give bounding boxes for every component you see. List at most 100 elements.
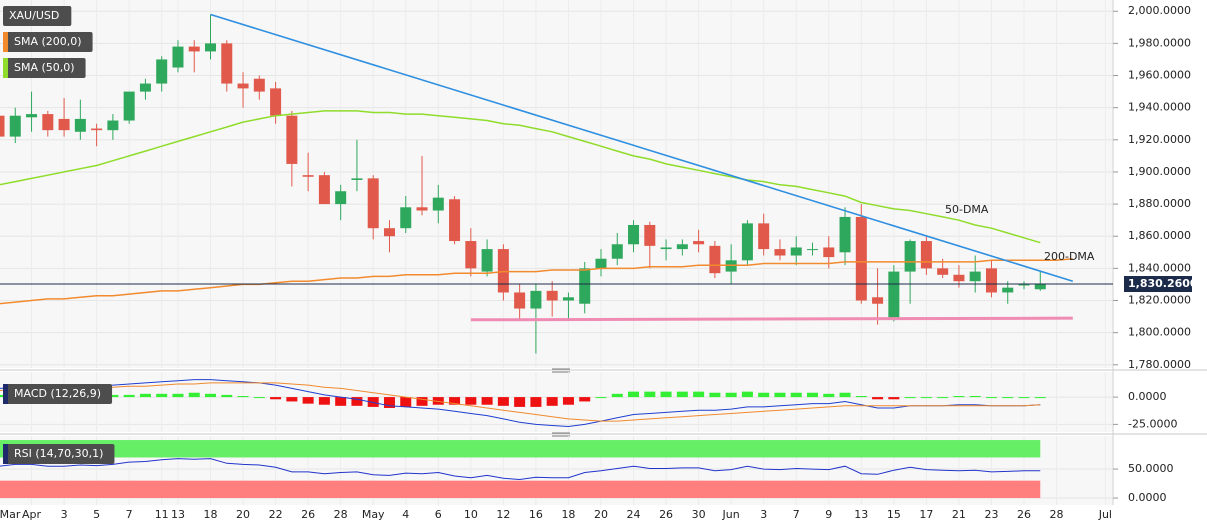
histogram-bar [546, 397, 558, 406]
y-tick-label: 0.0000 [1128, 491, 1167, 504]
candle-body [367, 178, 379, 229]
histogram-bar [221, 394, 233, 398]
candle-body [26, 114, 38, 118]
histogram-bar [937, 397, 949, 399]
x-tick-label: 28 [334, 508, 348, 521]
last-price-label: 1,830.2600 [1128, 277, 1198, 290]
x-tick-label: 26 [301, 508, 315, 521]
x-tick-label: 13 [171, 508, 185, 521]
x-tick-label: 18 [561, 508, 575, 521]
candle-body [253, 78, 265, 92]
sma-line [0, 110, 1041, 244]
candle-body [383, 228, 395, 237]
legend-label: SMA (200,0) [14, 35, 82, 48]
y-tick-label: 1,860.0000 [1128, 229, 1191, 242]
histogram-bar [888, 397, 900, 400]
x-tick-label: 6 [435, 508, 442, 521]
x-tick-label: 16 [529, 508, 543, 521]
candle-body [156, 59, 168, 84]
candle-body [562, 297, 574, 301]
candle-body [318, 175, 330, 205]
candle-body [953, 274, 965, 282]
histogram-bar [920, 397, 932, 399]
x-tick-label: 11 [155, 508, 169, 521]
candle-body [449, 199, 461, 242]
candle-body [286, 115, 298, 164]
candle-body [628, 224, 640, 245]
candle-body [42, 114, 54, 131]
y-tick-label: 1,940.0000 [1128, 101, 1191, 114]
candle-body [725, 260, 737, 272]
candle-body [790, 247, 802, 256]
histogram-bar [985, 397, 997, 399]
grid [0, 0, 1113, 505]
candle-body [465, 241, 477, 269]
x-tick-label: 7 [126, 508, 133, 521]
histogram-bar [270, 397, 282, 400]
candle-body [497, 249, 509, 293]
candle-body [758, 223, 770, 250]
x-tick-label: 7 [793, 508, 800, 521]
candle-body [920, 241, 932, 269]
candle-body [676, 244, 688, 250]
candle-body [237, 83, 249, 89]
candle-body [888, 271, 900, 320]
histogram-bar [188, 392, 200, 398]
histogram-bar [644, 391, 656, 398]
trend-line [470, 316, 1073, 322]
x-tick-label: May [362, 508, 385, 521]
histogram-bar [449, 397, 461, 405]
x-tick-label: 3 [61, 508, 68, 521]
candle-body [546, 290, 558, 301]
legend-swatch [3, 444, 8, 464]
histogram-bar [774, 392, 786, 398]
x-tick-label: 13 [854, 508, 868, 521]
candle-body [514, 292, 526, 309]
candle-body [481, 249, 493, 272]
candle-body [839, 216, 851, 253]
candle-body [872, 297, 884, 304]
histogram-bar [416, 397, 428, 406]
x-tick-label: 28 [1050, 508, 1064, 521]
y-tick-label: 1,900.0000 [1128, 165, 1191, 178]
legend-box [3, 444, 115, 464]
candle-body [1002, 287, 1014, 293]
histogram-bar [383, 397, 395, 408]
candle-body [123, 91, 135, 121]
histogram-bar [481, 397, 493, 405]
x-tick-label: 26 [659, 508, 673, 521]
candle-body [172, 46, 184, 68]
x-tick-label: Jun [722, 508, 740, 521]
y-tick-label: 1,800.0000 [1128, 326, 1191, 339]
histogram-bar [611, 393, 623, 398]
y-tick-label: 1,780.0000 [1128, 358, 1191, 371]
histogram-bar [953, 396, 965, 398]
histogram-bar [514, 397, 526, 407]
y-tick-label: 1,840.0000 [1128, 261, 1191, 274]
y-tick-label: 1,980.0000 [1128, 36, 1191, 49]
histogram-bar [172, 393, 184, 398]
histogram-bar [676, 391, 688, 398]
candle-body [530, 290, 542, 309]
x-tick-label: 12 [496, 508, 510, 521]
legend-swatch [3, 32, 8, 52]
legend-label: RSI (14,70,30,1) [14, 447, 103, 460]
histogram-bar [628, 391, 640, 398]
histogram-bar [725, 392, 737, 398]
histogram-bar [318, 397, 330, 405]
histogram-bar [579, 397, 591, 402]
candle-body [221, 43, 233, 84]
candle-body [595, 258, 607, 269]
histogram-bar [823, 393, 835, 398]
histogram-bar [1034, 397, 1046, 399]
x-tick-label: 21 [952, 508, 966, 521]
y-tick-label: 2,000.0000 [1128, 4, 1191, 17]
candle-body [0, 115, 5, 137]
candle-body [139, 83, 151, 92]
candle-body [188, 46, 200, 52]
candle-body [741, 223, 753, 261]
candle-body [91, 128, 103, 131]
x-tick-label: Apr [22, 508, 42, 521]
legend-swatch [3, 384, 8, 404]
